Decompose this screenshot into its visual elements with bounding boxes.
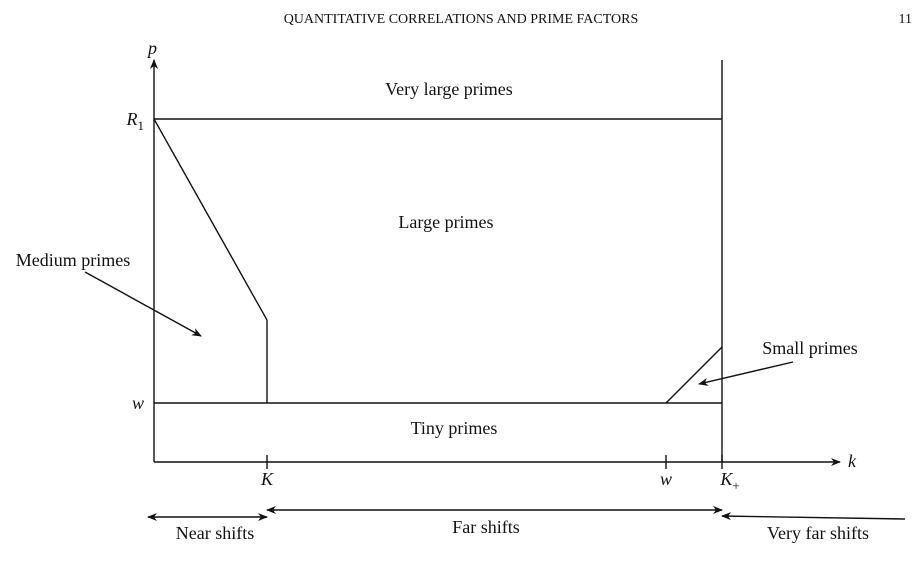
region-label: Very large primes: [385, 79, 513, 99]
page-number: 11: [899, 12, 912, 27]
tick-sub: +: [732, 478, 739, 493]
running-title: QUANTITATIVE CORRELATIONS AND PRIME FACT…: [284, 12, 639, 27]
tick-base: R: [126, 109, 138, 129]
tick-label: K: [260, 469, 274, 489]
tick-label: w: [132, 393, 144, 413]
region-label: Tiny primes: [411, 418, 498, 438]
tick-sub: 1: [138, 118, 145, 133]
shift-label: Far shifts: [452, 517, 520, 537]
tick-base: w: [132, 393, 144, 413]
tick-label: R1: [126, 109, 145, 133]
diagram-lines: [84, 59, 906, 521]
region-label: Small primes: [762, 338, 858, 358]
tick-label: K+: [719, 469, 739, 493]
y-tick-labels: R1 w: [126, 109, 145, 413]
tick-base: K: [260, 469, 274, 489]
x-axis-label: k: [848, 451, 857, 471]
tick-label: w: [660, 469, 672, 489]
y-axis-label: p: [146, 38, 157, 58]
region-label: Medium primes: [16, 250, 131, 270]
tick-base: w: [660, 469, 672, 489]
region-label: Large primes: [398, 212, 493, 232]
tick-base: K: [719, 469, 733, 489]
shift-label: Very far shifts: [767, 523, 869, 543]
shift-label: Near shifts: [176, 523, 254, 543]
